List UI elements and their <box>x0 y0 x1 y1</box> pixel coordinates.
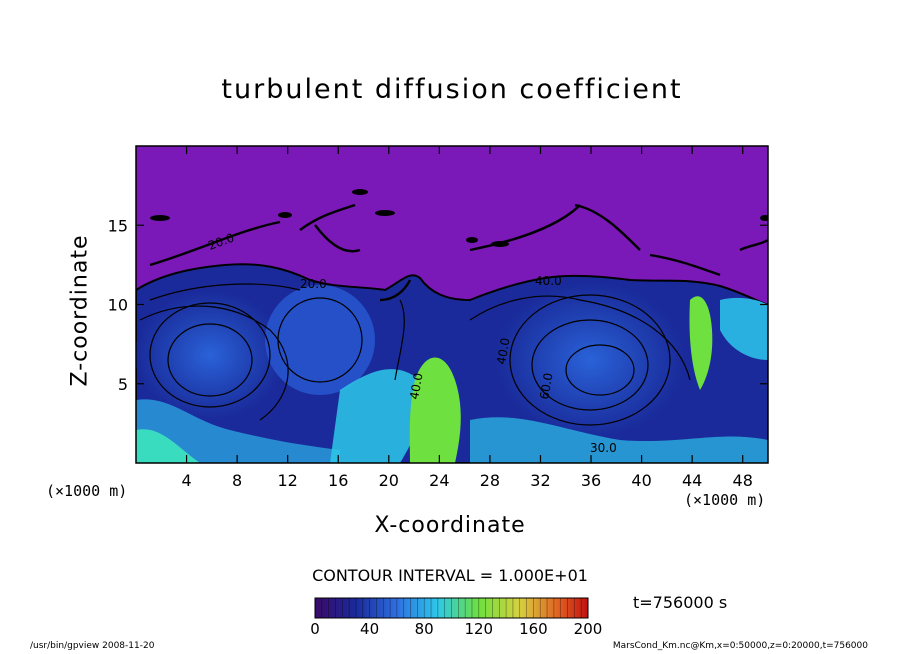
contour-label-7: 40.0 <box>407 372 425 401</box>
colorbar-tick-label: 120 <box>464 620 494 638</box>
x-tick-label: 12 <box>278 471 298 490</box>
contour-interval-label: CONTOUR INTERVAL = 1.000E+01 <box>312 566 588 585</box>
y-tick-label: 5 <box>118 375 128 394</box>
x-tick-label: 20 <box>379 471 399 490</box>
x-axis-unit: (×1000 m) <box>684 491 766 509</box>
chart-title: turbulent diffusion coefficient <box>221 74 683 105</box>
cyan-band-left <box>136 399 340 463</box>
green-plume <box>409 357 461 463</box>
x-axis-label: X-coordinate <box>374 513 526 538</box>
x-tick-label: 48 <box>733 471 753 490</box>
x-tick-label: 44 <box>682 471 702 490</box>
x-tick-label: 32 <box>530 471 550 490</box>
cyan-corner <box>136 429 200 463</box>
colorbar-tick-label: 160 <box>519 620 548 638</box>
debris <box>150 189 768 247</box>
contour-label-2: 20.0 <box>300 277 327 291</box>
upper-filaments <box>149 203 768 302</box>
contour-label-3: 40.0 <box>535 274 562 288</box>
colorbar-tick-label: 40 <box>360 620 380 638</box>
x-tick-label: 16 <box>328 471 348 490</box>
x-tick-label: 28 <box>480 471 500 490</box>
cyan-plume <box>330 369 424 463</box>
y-tick-label: 10 <box>108 296 128 315</box>
y-ticks: 5 10 15 <box>108 216 768 394</box>
x-tick-label: 8 <box>232 471 242 490</box>
contour-label-group: 20.0 20.0 40.0 40.0 60.0 30.0 40.0 <box>206 231 616 455</box>
cyan-edge <box>720 297 768 360</box>
colorbar-tick-label: 0 <box>310 620 320 638</box>
x-ticks: 4 8 12 16 20 24 28 32 36 40 44 48 <box>181 146 753 490</box>
colorbar-tick-label: 80 <box>414 620 434 638</box>
footer-right: MarsCond_Km.nc@Km,x=0:50000,z=0:20000,t=… <box>612 641 868 651</box>
x-tick-label: 36 <box>581 471 601 490</box>
vortex-right <box>495 282 685 438</box>
green-column <box>689 296 713 390</box>
colorbar-stripes <box>321 598 582 618</box>
y-axis-unit: (×1000 m) <box>46 482 128 500</box>
vortex-center-left <box>265 285 375 395</box>
x-tick-label: 24 <box>429 471 449 490</box>
y-tick-label: 15 <box>108 216 128 235</box>
contour-label-6: 30.0 <box>590 441 617 455</box>
colorbar-tick-label: 200 <box>573 620 603 638</box>
footer-left: /usr/bin/gpview 2008-11-20 <box>30 641 155 651</box>
contour-lines <box>139 283 691 426</box>
time-label: t=756000 s <box>633 593 728 612</box>
vortex-left <box>136 290 285 420</box>
cyan-band-right <box>470 417 768 463</box>
field-layer: 20.0 20.0 40.0 40.0 60.0 30.0 40.0 <box>136 146 768 463</box>
contour-label-5: 60.0 <box>537 372 555 401</box>
x-tick-label: 4 <box>181 471 191 490</box>
x-tick-label: 40 <box>631 471 651 490</box>
contour-label-4: 40.0 <box>494 337 512 366</box>
